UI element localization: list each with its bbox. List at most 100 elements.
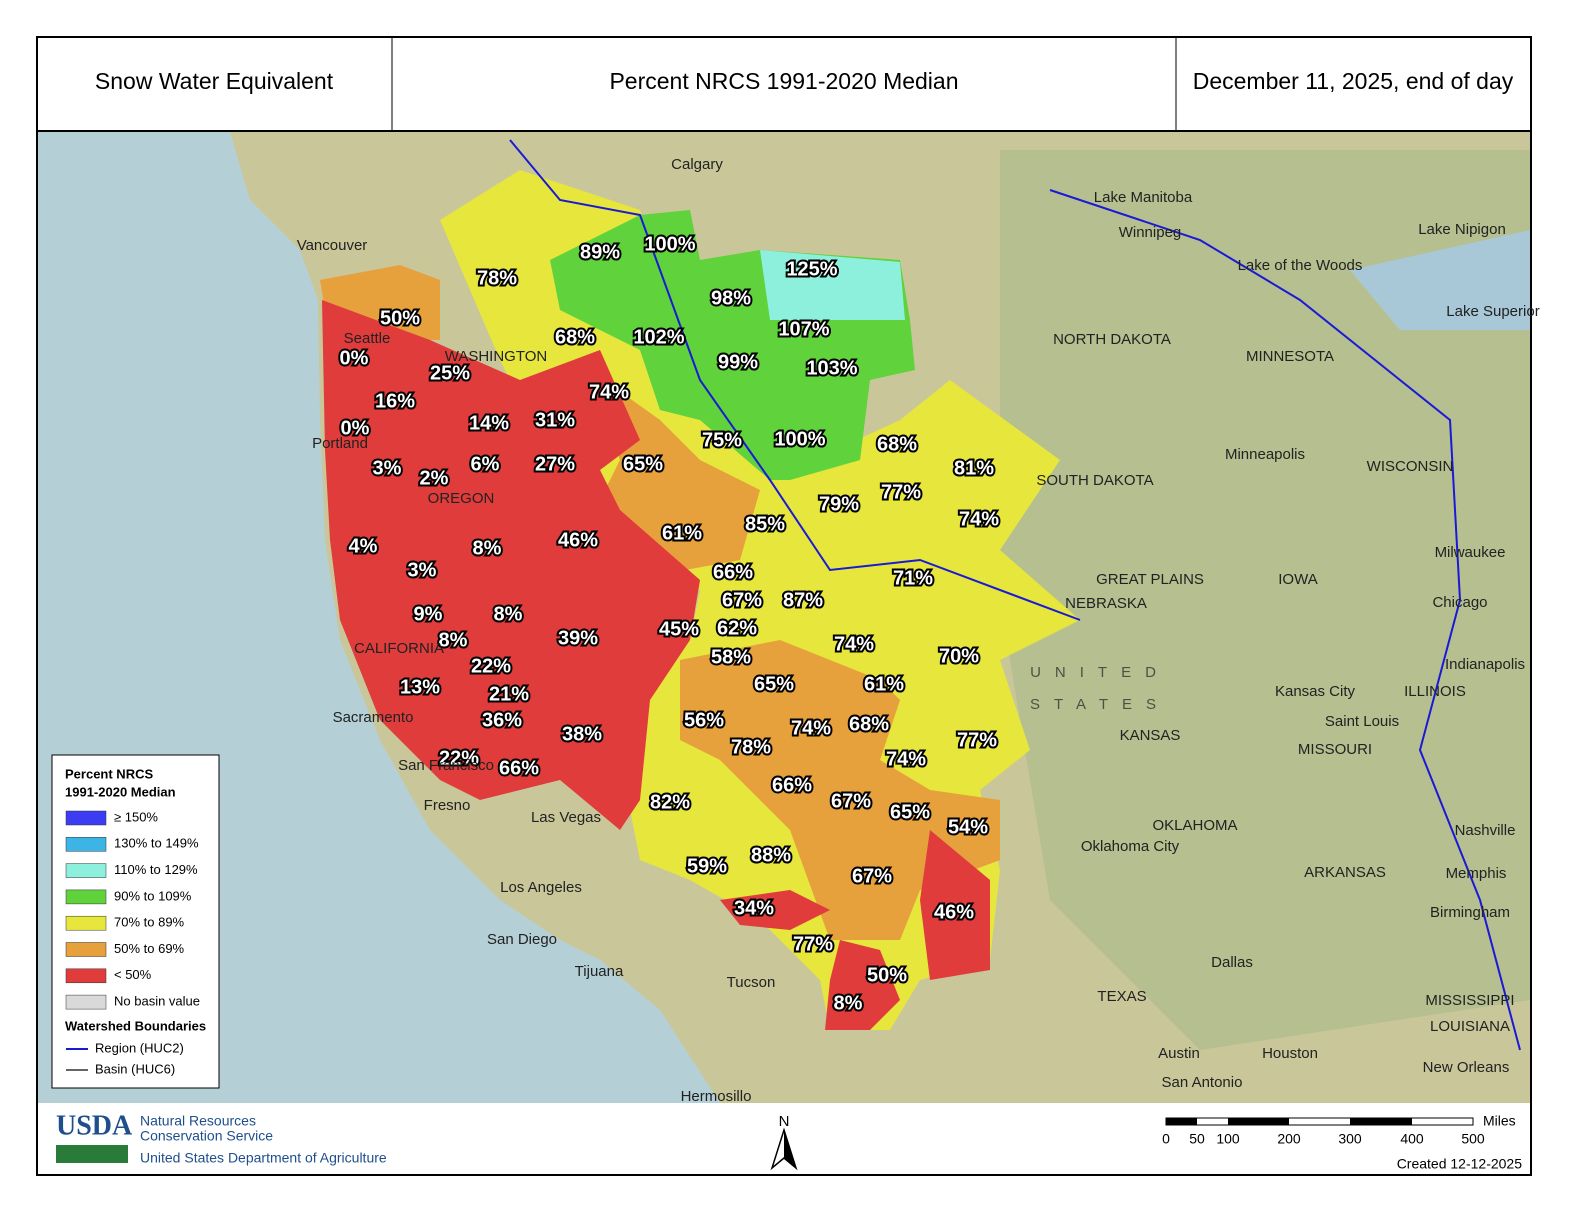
map	[38, 132, 1530, 1103]
basin-label: 0%	[341, 417, 370, 439]
scale-segment	[1166, 1118, 1197, 1125]
footer: USDA Natural Resources Conservation Serv…	[56, 1110, 1523, 1172]
basin-label: 66%	[713, 561, 753, 583]
place-label: San Diego	[487, 931, 557, 948]
basin-label: 3%	[408, 559, 437, 581]
basin-label: 87%	[783, 589, 823, 611]
basin-label: 58%	[711, 646, 751, 668]
basin-label: 45%	[659, 618, 699, 640]
place-label: UNITED	[1030, 664, 1170, 681]
header-center: Percent NRCS 1991-2020 Median	[609, 68, 958, 94]
place-label: WISCONSIN	[1367, 458, 1454, 475]
basin-label: 89%	[580, 241, 620, 263]
basin-label: 88%	[751, 844, 791, 866]
basin-label: 100%	[644, 233, 695, 255]
basin-label: 36%	[482, 709, 522, 731]
region-red	[322, 300, 700, 830]
basin-label: 3%	[373, 457, 402, 479]
place-label: Austin	[1158, 1045, 1200, 1062]
place-label: Las Vegas	[531, 809, 601, 826]
basin-label: 61%	[864, 673, 904, 695]
place-label: Minneapolis	[1225, 446, 1305, 463]
basin-label: 85%	[745, 513, 785, 535]
logo-bar	[56, 1145, 128, 1163]
place-label: Indianapolis	[1445, 656, 1525, 673]
basin-label: 81%	[954, 457, 994, 479]
basin-label: 38%	[562, 723, 602, 745]
legend-label: Basin (HUC6)	[95, 1061, 175, 1076]
basin-label: 79%	[819, 493, 859, 515]
basin-label: 102%	[633, 326, 684, 348]
legend-subtitle: Watershed Boundaries	[65, 1018, 206, 1033]
basin-label: 74%	[834, 633, 874, 655]
place-label: WASHINGTON	[445, 348, 548, 365]
place-label: Calgary	[671, 156, 723, 173]
place-label: OREGON	[428, 490, 495, 507]
scale-tick: 300	[1338, 1131, 1362, 1147]
legend-label: 70% to 89%	[114, 915, 185, 930]
place-label: Vancouver	[297, 237, 368, 254]
basin-label: 67%	[831, 790, 871, 812]
basin-label: 68%	[555, 326, 595, 348]
place-label: New Orleans	[1423, 1059, 1510, 1076]
basin-label: 2%	[420, 467, 449, 489]
basin-label: 67%	[722, 589, 762, 611]
basin-label: 56%	[684, 709, 724, 731]
basin-label: 65%	[754, 673, 794, 695]
basin-label: 78%	[477, 267, 517, 289]
place-label: SOUTH DAKOTA	[1036, 472, 1153, 489]
basin-label: 74%	[589, 381, 629, 403]
legend-swatch	[65, 863, 107, 878]
basin-label: 54%	[948, 816, 988, 838]
place-label: MISSOURI	[1298, 741, 1372, 758]
basin-label: 22%	[471, 655, 511, 677]
basin-label: 14%	[469, 412, 509, 434]
region-cyan	[760, 250, 905, 320]
basin-label: 4%	[349, 535, 378, 557]
place-label: OKLAHOMA	[1152, 817, 1237, 834]
basin-label: 74%	[959, 508, 999, 530]
place-label: MISSISSIPPI	[1425, 992, 1514, 1009]
scale-segment	[1350, 1118, 1412, 1125]
basin-label: 74%	[886, 748, 926, 770]
created: Created 12-12-2025	[1397, 1156, 1523, 1172]
legend-title: Percent NRCS	[65, 766, 153, 781]
scale-tick: 200	[1277, 1131, 1301, 1147]
basin-label: 65%	[623, 453, 663, 475]
place-label: Lake Nipigon	[1418, 221, 1506, 238]
place-label: KANSAS	[1120, 727, 1181, 744]
legend-title: 1991-2020 Median	[65, 784, 176, 799]
basin-label: 8%	[439, 629, 468, 651]
place-label: Lake Manitoba	[1094, 189, 1193, 206]
scale-tick: 100	[1216, 1131, 1240, 1147]
legend-swatch	[65, 889, 107, 905]
place-label: Houston	[1262, 1045, 1318, 1062]
basin-label: 65%	[890, 801, 930, 823]
land-green	[1000, 150, 1530, 1050]
basin-label: 25%	[430, 362, 470, 384]
basin-label: 100%	[774, 428, 825, 450]
scale-tick: 50	[1189, 1131, 1205, 1147]
basin-label: 103%	[806, 357, 857, 379]
scale-tick: 500	[1461, 1131, 1485, 1147]
place-label: IOWA	[1278, 571, 1317, 588]
basin-label: 6%	[471, 453, 500, 475]
basin-label: 77%	[881, 481, 921, 503]
basin-label: 46%	[558, 529, 598, 551]
place-label: LOUISIANA	[1430, 1018, 1510, 1035]
legend-swatch	[65, 837, 107, 852]
legend-label: 110% to 129%	[114, 862, 198, 877]
basin-label: 8%	[494, 603, 523, 625]
place-label: Memphis	[1446, 865, 1507, 882]
legend-swatch	[65, 810, 107, 826]
basin-label: 34%	[734, 897, 774, 919]
basin-label: 67%	[852, 865, 892, 887]
place-label: Hermosillo	[681, 1088, 752, 1105]
legend-label: 90% to 109%	[114, 888, 192, 903]
header-right: December 11, 2025, end of day	[1193, 68, 1514, 94]
basin-label: 9%	[414, 603, 443, 625]
scale-tick: 400	[1400, 1131, 1424, 1147]
place-label: CALIFORNIA	[354, 640, 444, 657]
agency: Natural Resources	[140, 1113, 256, 1129]
